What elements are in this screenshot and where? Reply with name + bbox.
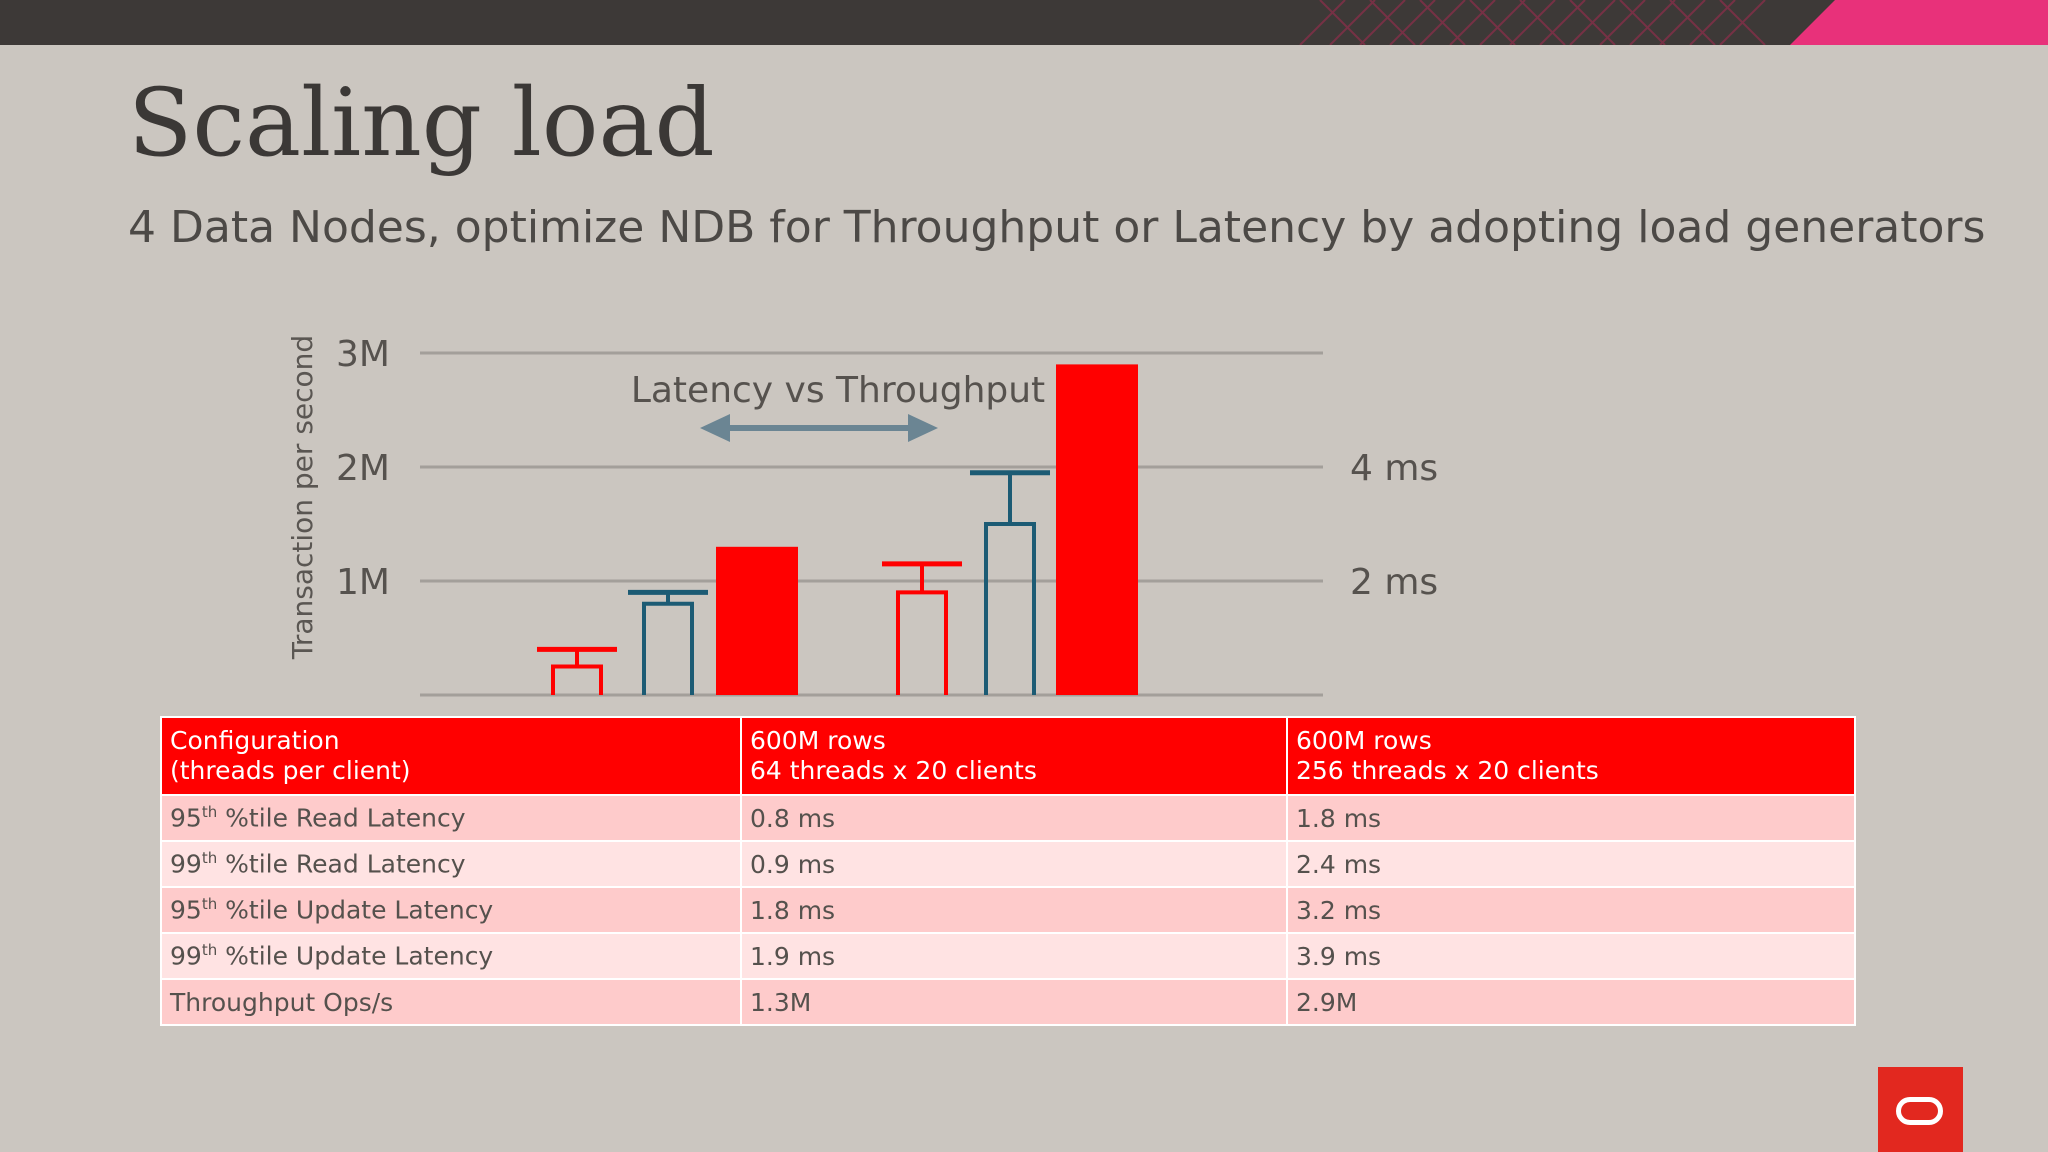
chart-annotation: Latency vs Throughput (631, 370, 1045, 411)
header-config-64-threads: 600M rows 64 threads x 20 clients (740, 716, 1288, 796)
row-value: 2.9M (1286, 978, 1856, 1026)
table-row: Throughput Ops/s 1.3M 2.9M (160, 978, 1856, 1026)
top-banner (0, 0, 2048, 45)
update-latency-mark (628, 589, 708, 695)
row-label: 99th %tile Read Latency (160, 840, 742, 888)
row-value: 3.2 ms (1286, 886, 1856, 934)
row-value: 1.8 ms (1286, 794, 1856, 842)
row-value: 3.9 ms (1286, 932, 1856, 980)
y-axis-ticks: 1M 2M 3M (336, 334, 390, 603)
grid-lines (420, 351, 1323, 697)
table-header-row: Configuration (threads per client) 600M … (160, 716, 1856, 796)
y-axis-label: Transaction per second (286, 335, 319, 660)
results-table: Configuration (threads per client) 600M … (160, 716, 1856, 1026)
latency-p95-bar (551, 664, 603, 695)
row-label: 99th %tile Update Latency (160, 932, 742, 980)
latency-p95-bar (896, 590, 948, 695)
banner-pattern-icon (1299, 0, 2048, 45)
header-configuration: Configuration (threads per client) (160, 716, 742, 796)
row-label: Throughput Ops/s (160, 978, 742, 1026)
slide-title: Scaling load (128, 69, 715, 178)
table-row: 95th %tile Update Latency 1.8 ms 3.2 ms (160, 886, 1856, 934)
throughput-bar (716, 546, 798, 695)
latency-p95-bar (642, 601, 694, 695)
row-value: 0.9 ms (740, 840, 1288, 888)
row-value: 2.4 ms (1286, 840, 1856, 888)
row-label: 95th %tile Read Latency (160, 794, 742, 842)
secondary-axis-ticks: 2 ms 4 ms (1350, 448, 1438, 603)
table-row: 99th %tile Read Latency 0.9 ms 2.4 ms (160, 840, 1856, 888)
y-tick-label: 2M (336, 448, 390, 489)
row-value: 0.8 ms (740, 794, 1288, 842)
table-row: 99th %tile Update Latency 1.9 ms 3.9 ms (160, 932, 1856, 980)
row-value: 1.9 ms (740, 932, 1288, 980)
read-latency-mark (537, 646, 617, 695)
row-value: 1.8 ms (740, 886, 1288, 934)
slide-subtitle: 4 Data Nodes, optimize NDB for Throughpu… (128, 202, 1986, 253)
read-latency-mark (882, 561, 962, 695)
table-row: 95th %tile Read Latency 0.8 ms 1.8 ms (160, 794, 1856, 842)
latency-throughput-chart: 1M 2M 3M 2 ms 4 ms Transaction per second L… (286, 334, 1438, 697)
y-tick-label: 3M (336, 334, 390, 375)
y-tick-label: 1M (336, 562, 390, 603)
update-latency-mark (970, 470, 1050, 695)
row-value: 1.3M (740, 978, 1288, 1026)
secondary-tick-label: 2 ms (1350, 562, 1438, 603)
chart-marks (537, 364, 1138, 695)
row-label: 95th %tile Update Latency (160, 886, 742, 934)
logo-ring (1896, 1097, 1943, 1125)
throughput-bar (1056, 364, 1138, 695)
double-arrow-icon (700, 414, 938, 442)
latency-p95-bar (984, 522, 1036, 695)
oracle-logo-icon (1878, 1067, 1963, 1152)
header-config-256-threads: 600M rows 256 threads x 20 clients (1286, 716, 1856, 796)
secondary-tick-label: 4 ms (1350, 448, 1438, 489)
